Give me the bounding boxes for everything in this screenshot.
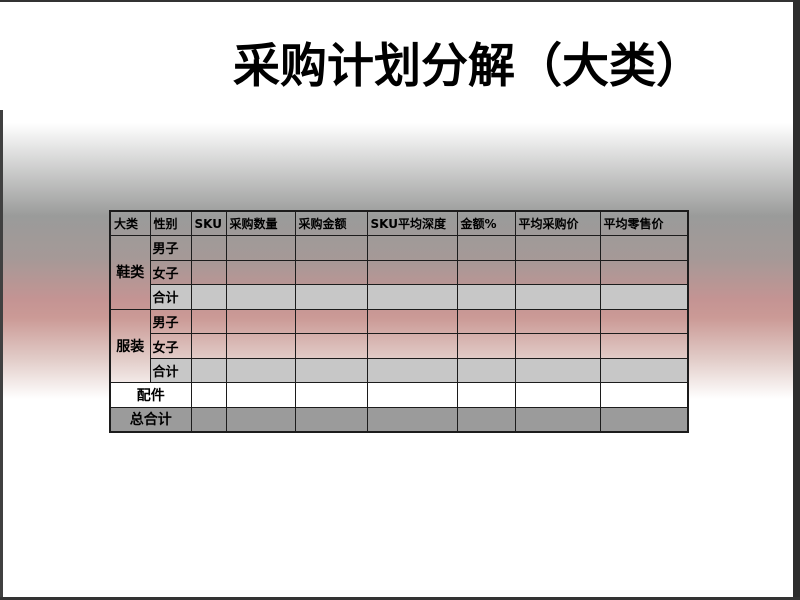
data-cell bbox=[514, 284, 601, 310]
data-cell bbox=[456, 357, 516, 384]
header-sku: SKU bbox=[190, 210, 227, 237]
data-cell bbox=[366, 284, 458, 310]
data-cell bbox=[599, 382, 689, 408]
data-cell bbox=[190, 308, 227, 335]
data-cell bbox=[366, 308, 458, 335]
data-cell bbox=[456, 382, 516, 408]
data-cell bbox=[190, 235, 227, 261]
data-cell bbox=[225, 284, 296, 310]
data-cell bbox=[225, 382, 296, 408]
data-cell bbox=[456, 308, 516, 335]
data-cell bbox=[294, 357, 368, 384]
row-label-subtotal: 合计 bbox=[149, 284, 192, 310]
table-header-row: 大类 性别 SKU 采购数量 采购金额 SKU平均深度 金额% 平均采购价 平均… bbox=[109, 210, 689, 237]
data-cell bbox=[599, 235, 689, 261]
table-row: 女子 bbox=[110, 333, 689, 359]
header-amount-pct: 金额% bbox=[456, 210, 516, 237]
slide-title: 采购计划分解（大类） bbox=[233, 39, 703, 94]
data-cell bbox=[366, 235, 458, 261]
data-cell bbox=[190, 333, 227, 359]
header-gender: 性别 bbox=[149, 210, 192, 237]
procurement-plan-table: 大类 性别 SKU 采购数量 采购金额 SKU平均深度 金额% 平均采购价 平均… bbox=[109, 210, 689, 433]
data-cell bbox=[456, 333, 516, 359]
data-cell bbox=[294, 259, 368, 286]
header-avg-retail-price: 平均零售价 bbox=[599, 210, 689, 237]
table-row: 鞋类 男子 bbox=[109, 235, 689, 310]
data-cell bbox=[366, 333, 458, 359]
screen-edge-left bbox=[0, 110, 3, 600]
table-row-grand-total: 总合计 bbox=[109, 406, 689, 433]
category-label-footwear: 鞋类 bbox=[109, 235, 151, 310]
data-cell bbox=[225, 333, 296, 359]
data-cell bbox=[599, 308, 689, 335]
data-cell bbox=[456, 235, 516, 261]
data-cell bbox=[599, 284, 689, 310]
data-cell bbox=[366, 259, 458, 286]
data-cell bbox=[456, 259, 516, 286]
data-cell bbox=[225, 406, 296, 433]
data-cell bbox=[294, 406, 368, 433]
header-purchase-qty: 采购数量 bbox=[225, 210, 296, 237]
data-cell bbox=[190, 284, 227, 310]
table-row: 服装 男子 bbox=[109, 308, 689, 384]
data-cell bbox=[514, 308, 601, 335]
header-category: 大类 bbox=[109, 210, 151, 237]
data-cell bbox=[366, 357, 458, 384]
screen-edge-right bbox=[793, 0, 800, 600]
row-label-men: 男子 bbox=[149, 235, 192, 261]
data-cell bbox=[190, 259, 227, 286]
data-cell bbox=[456, 284, 516, 310]
row-label-subtotal: 合计 bbox=[149, 357, 192, 384]
data-cell bbox=[514, 235, 601, 261]
screen-edge-bottom bbox=[0, 597, 800, 600]
data-cell bbox=[599, 357, 689, 384]
data-cell bbox=[294, 284, 368, 310]
data-cell bbox=[599, 259, 689, 286]
data-cell bbox=[190, 357, 227, 384]
screen-edge-top bbox=[0, 0, 800, 2]
data-cell bbox=[225, 308, 296, 335]
data-cell bbox=[294, 333, 368, 359]
data-cell bbox=[514, 382, 601, 408]
table-row-accessories: 配件 bbox=[109, 382, 689, 408]
header-sku-avg-depth: SKU平均深度 bbox=[366, 210, 458, 237]
data-cell bbox=[225, 235, 296, 261]
data-cell bbox=[294, 382, 368, 408]
row-label-women: 女子 bbox=[149, 333, 192, 359]
row-label-women: 女子 bbox=[149, 259, 192, 286]
header-avg-purchase-price: 平均采购价 bbox=[514, 210, 601, 237]
category-label-apparel: 服装 bbox=[109, 308, 151, 384]
table-row-subtotal: 合计 bbox=[110, 357, 689, 384]
data-cell bbox=[514, 406, 601, 433]
table-row-subtotal: 合计 bbox=[110, 284, 689, 310]
footer-label-grand-total: 总合计 bbox=[109, 406, 192, 433]
data-cell bbox=[599, 333, 689, 359]
data-cell bbox=[366, 382, 458, 408]
footer-label-accessories: 配件 bbox=[109, 382, 192, 408]
data-cell bbox=[225, 259, 296, 286]
row-label-men: 男子 bbox=[149, 308, 192, 335]
data-cell bbox=[294, 308, 368, 335]
table-row: 女子 bbox=[110, 259, 689, 286]
data-cell bbox=[190, 382, 227, 408]
data-cell bbox=[599, 406, 689, 433]
data-cell bbox=[225, 357, 296, 384]
data-cell bbox=[456, 406, 516, 433]
header-purchase-amount: 采购金额 bbox=[294, 210, 368, 237]
data-cell bbox=[294, 235, 368, 261]
data-cell bbox=[366, 406, 458, 433]
data-cell bbox=[514, 357, 601, 384]
data-cell bbox=[514, 259, 601, 286]
data-cell bbox=[514, 333, 601, 359]
data-cell bbox=[190, 406, 227, 433]
